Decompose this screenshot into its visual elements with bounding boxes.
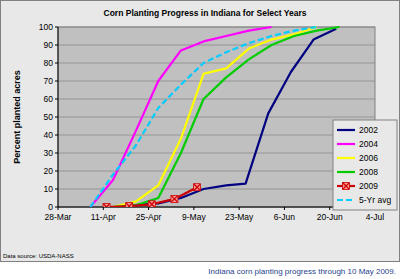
legend-label: 2006 <box>359 153 378 163</box>
y-tick-label: 70 <box>44 76 54 86</box>
y-axis-label: Percent planted acres <box>12 70 22 164</box>
x-tick-label: 28-Mar <box>45 212 72 222</box>
series-marker <box>171 195 178 202</box>
grid-line <box>58 81 375 82</box>
y-axis <box>58 27 59 207</box>
marker-box <box>103 204 110 208</box>
chart: 0 10 20 30 40 50 60 70 80 90 100 28-Mar 11-Apr 25-Apr… <box>0 0 400 279</box>
series-line <box>113 29 336 207</box>
marker-x <box>149 201 155 207</box>
legend-box <box>333 120 397 210</box>
series-group <box>90 27 339 207</box>
plot-area <box>58 27 375 207</box>
legend-swatch <box>337 157 355 159</box>
grid-line <box>58 171 375 172</box>
y-tick-label: 40 <box>44 130 54 140</box>
marker-box <box>194 184 201 191</box>
y-tick-label: 20 <box>44 166 54 176</box>
marker-x <box>126 203 132 207</box>
grid-line <box>58 135 375 136</box>
marker-x <box>171 196 177 202</box>
x-tick-label: 6-Jun <box>274 212 296 222</box>
series-marker <box>126 203 133 207</box>
grid-line <box>58 27 375 28</box>
grid-line <box>58 99 375 100</box>
source-note: Data source: USDA-NASS <box>3 253 74 259</box>
series-marker <box>148 201 155 207</box>
x-tick-label: 9-May <box>182 212 206 222</box>
series-marker <box>103 204 110 208</box>
y-tick-label: 50 <box>44 112 54 122</box>
x-tick-label: 23-May <box>225 212 254 222</box>
title: Corn Planting Progress in Indiana for Se… <box>104 8 307 18</box>
legend-label: 2009 <box>359 181 378 191</box>
y-tick-label: 80 <box>44 58 54 68</box>
y-tick-label: 100 <box>39 22 53 32</box>
grid-line <box>58 117 375 118</box>
x-tick-label: 20-Jun <box>317 212 343 222</box>
marker-x <box>194 184 200 190</box>
legend-swatch <box>337 171 355 173</box>
series-line <box>90 27 316 207</box>
legend-marker <box>343 183 350 190</box>
legend-label: 2002 <box>359 125 378 135</box>
series-line <box>107 187 198 207</box>
x-tick-label: 4-Jul <box>366 212 385 222</box>
y-tick-label: 0 <box>48 202 53 212</box>
grid-line <box>58 45 375 46</box>
marker-box <box>343 183 350 190</box>
x-tick-label: 25-Apr <box>136 212 162 222</box>
marker-x <box>104 204 110 207</box>
y-tick-label: 60 <box>44 94 54 104</box>
marker-box <box>171 195 178 202</box>
legend-swatch <box>337 129 355 131</box>
legend-swatch <box>337 199 355 201</box>
marker-box <box>148 201 155 207</box>
y-tick-label: 30 <box>44 148 54 158</box>
legend-label: 2004 <box>359 139 378 149</box>
grid-line <box>58 63 375 64</box>
legend-label: 5-Yr avg <box>359 195 391 205</box>
x-tick-label: 11-Apr <box>91 212 116 222</box>
marker-x <box>343 183 349 189</box>
marker-box <box>126 203 133 207</box>
grid-line <box>58 153 375 154</box>
legend: 2002 2004 2006 2008 2009 5-Yr avg <box>333 120 397 210</box>
legend-swatch <box>337 143 355 145</box>
chart-area <box>1 1 400 262</box>
y-tick-label: 10 <box>44 184 54 194</box>
series-marker <box>194 184 201 191</box>
caption: Indiana corn planting progress through 1… <box>208 267 396 276</box>
y-tick-label: 90 <box>44 40 54 50</box>
series-line <box>113 27 317 207</box>
series-line <box>113 27 339 207</box>
legend-label: 2008 <box>359 167 378 177</box>
